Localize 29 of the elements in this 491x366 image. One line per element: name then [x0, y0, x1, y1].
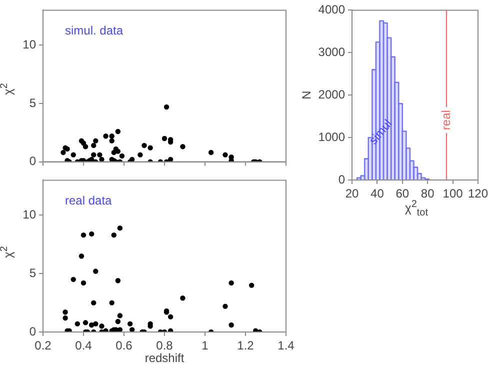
y-tick-label: 4000: [318, 2, 346, 17]
x-tick-label: 0.2: [34, 338, 52, 353]
x-tick-label: 1: [202, 338, 209, 353]
y-tick-label: 2000: [318, 87, 346, 102]
y-tick-label: 0: [29, 324, 36, 338]
y-tick-label: 0: [29, 154, 36, 168]
x-tick-label: 1.2: [237, 338, 254, 353]
x-tick-label: 100: [442, 186, 464, 201]
x-tick-label: 1.4: [278, 338, 295, 353]
x-tick-label: 0.8: [156, 338, 174, 353]
y-tick-label: 3000: [318, 44, 346, 59]
x-tick-label: 0.4: [75, 338, 92, 353]
y-tick-label: 5: [29, 266, 36, 280]
y-tick-label: 5: [29, 96, 36, 110]
y-tick-label: 10: [22, 208, 36, 222]
y-tick-label: 1000: [318, 130, 346, 144]
y-axis-title: N: [300, 90, 314, 100]
annotation: simul. data: [65, 24, 124, 38]
x-tick-label: 20: [345, 186, 359, 201]
y-tick-label: 0: [338, 172, 346, 186]
x-axis-title: redshift: [144, 351, 185, 366]
x-tick-label: 0.6: [116, 338, 133, 353]
x-tick-label: 80: [420, 186, 435, 201]
annotation: real data: [65, 194, 112, 208]
y-tick-label: 10: [22, 37, 36, 52]
ref-line-label: real: [438, 110, 453, 130]
x-tick-label: 40: [370, 186, 384, 201]
x-tick-label: 120: [468, 186, 488, 201]
x-tick-label: 60: [396, 186, 410, 201]
